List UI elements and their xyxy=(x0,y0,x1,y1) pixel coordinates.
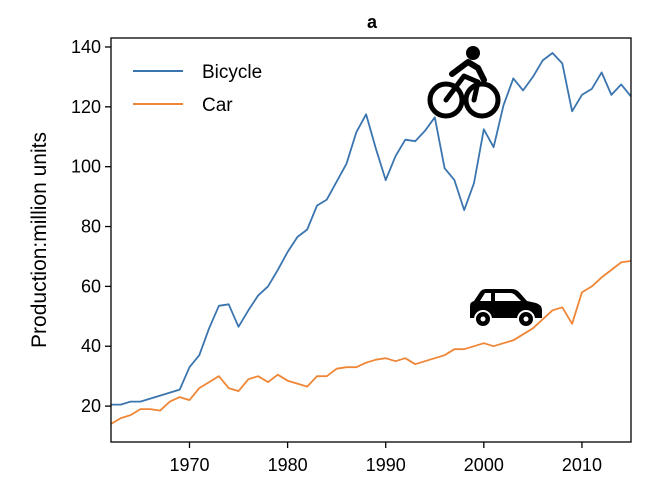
x-tick-label: 1970 xyxy=(169,455,209,475)
y-tick-label: 40 xyxy=(81,336,101,356)
y-axis: 20 40 60 80 100 120 140 xyxy=(71,37,111,416)
y-tick-label: 140 xyxy=(71,37,101,57)
x-tick-label: 1980 xyxy=(268,455,308,475)
car-icon xyxy=(470,289,542,328)
x-tick-label: 2010 xyxy=(562,455,602,475)
y-axis-label: Production:million units xyxy=(28,132,51,348)
series-line-car xyxy=(110,260,632,425)
bicycle-icon xyxy=(427,46,501,119)
y-tick-label: 80 xyxy=(81,217,101,237)
x-axis: 1970 1980 1990 2000 2010 xyxy=(169,442,602,475)
plot-lines xyxy=(110,52,632,425)
legend: Bicycle Car xyxy=(133,62,262,116)
legend-label-car: Car xyxy=(202,95,233,116)
y-tick-label: 20 xyxy=(81,396,101,416)
legend-label-bicycle: Bicycle xyxy=(202,62,262,83)
y-tick-label: 60 xyxy=(81,276,101,296)
y-tick-label: 120 xyxy=(71,97,101,117)
x-tick-label: 2000 xyxy=(464,455,504,475)
chart-title: a xyxy=(367,12,378,32)
series-line-bicycle xyxy=(111,52,632,406)
x-tick-label: 1990 xyxy=(366,455,406,475)
plot-frame xyxy=(110,37,632,443)
y-tick-label: 100 xyxy=(71,157,101,177)
